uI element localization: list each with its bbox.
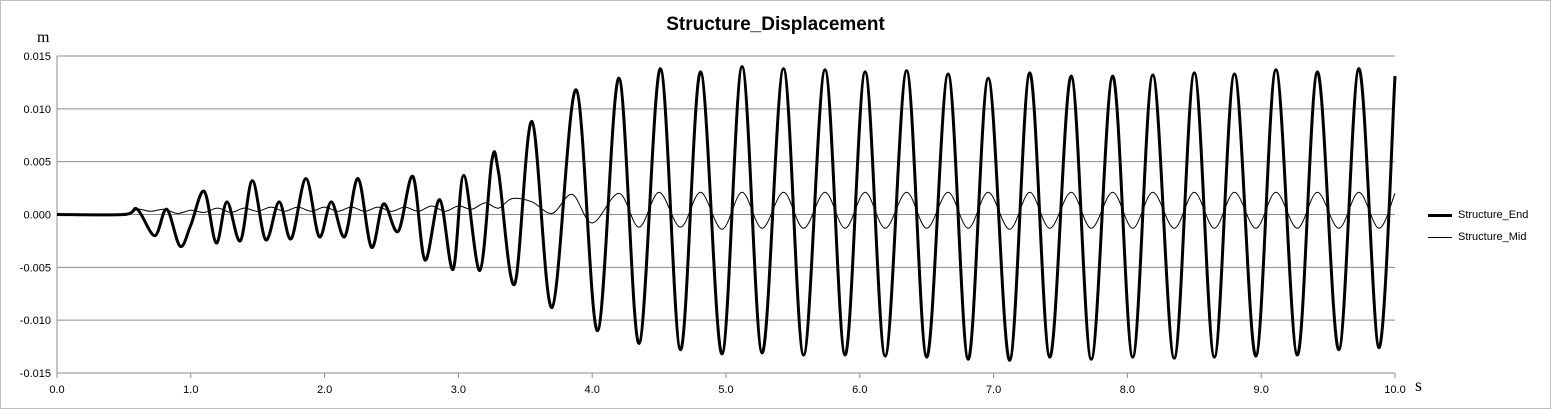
x-tick-label: 10.0 [1384, 384, 1405, 396]
legend-swatch-end [1428, 213, 1452, 217]
y-tick-label: -0.010 [20, 315, 51, 327]
x-axis-unit-label: s [1415, 375, 1423, 395]
y-tick-label: 0.005 [23, 157, 51, 169]
y-tick-label: 0.010 [23, 104, 51, 116]
legend-swatch-mid [1428, 236, 1452, 238]
chart-title: Structure_Displacement [666, 14, 885, 35]
y-axis-unit-label: m [37, 29, 50, 46]
x-tick-label: 1.0 [183, 384, 198, 396]
x-tick-label: 7.0 [986, 384, 1001, 396]
x-tick-label: 8.0 [1120, 384, 1135, 396]
x-tick-label: 4.0 [585, 384, 600, 396]
x-tick-label: 5.0 [718, 384, 733, 396]
legend-item-end: Structure_End [1428, 204, 1528, 226]
legend-item-mid: Structure_Mid [1428, 226, 1528, 248]
x-tick-label: 2.0 [317, 384, 332, 396]
x-tick-label: 9.0 [1254, 384, 1269, 396]
y-tick-label: -0.015 [20, 368, 51, 380]
legend: Structure_End Structure_Mid [1428, 204, 1528, 248]
series-line-structure-mid [56, 191, 1396, 230]
x-tick-label: 3.0 [451, 384, 466, 396]
series-line-structure-end [56, 65, 1397, 362]
legend-label-mid: Structure_Mid [1458, 231, 1527, 243]
y-tick-label: -0.005 [20, 262, 51, 274]
x-tick-label: 6.0 [852, 384, 867, 396]
y-tick-label: 0.000 [23, 210, 51, 222]
legend-label-end: Structure_End [1458, 209, 1529, 221]
y-tick-label: 0.015 [23, 51, 51, 63]
x-tick-label: 0.0 [49, 384, 64, 396]
